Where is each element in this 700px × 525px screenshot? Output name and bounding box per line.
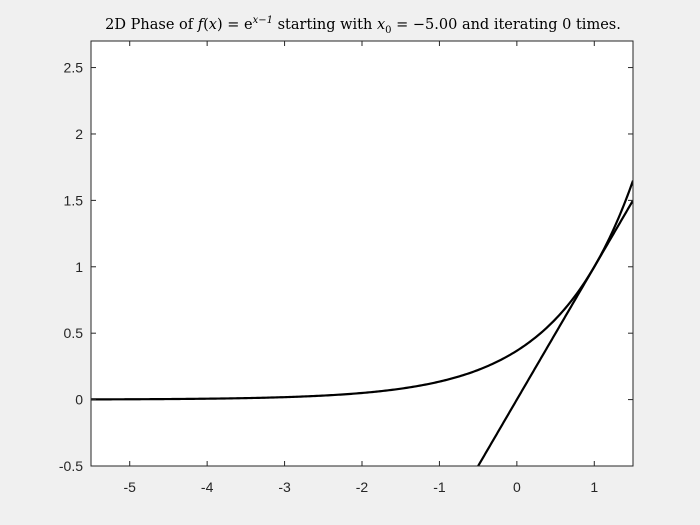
x-tick-label: -2 — [356, 479, 369, 495]
x-tick-label: -4 — [201, 479, 214, 495]
plot-lines — [91, 180, 633, 466]
x-tick-label: 1 — [590, 479, 598, 495]
y-tick-label: 0 — [75, 392, 83, 408]
chart-title: 2D Phase of f(x) = ex−1 starting with x0… — [105, 15, 621, 36]
x-tick-label: -5 — [123, 479, 136, 495]
axes-background — [91, 41, 633, 466]
y-tick-label: 1.5 — [64, 192, 84, 208]
tick-labels: -5 -4 -3 -2 -1 0 1 -0.5 0 0.5 1 1.5 2 2.5 — [59, 60, 599, 495]
x-tick-label: 0 — [513, 479, 521, 495]
y-tick-label: -0.5 — [59, 458, 83, 474]
series-identity-line — [477, 199, 633, 466]
series-curve — [91, 180, 633, 401]
x-tick-label: -3 — [278, 479, 291, 495]
y-tick-label: 2.5 — [64, 60, 84, 76]
axes-box — [90, 40, 634, 467]
y-tick-label: 1 — [75, 259, 83, 275]
x-tick-label: -1 — [433, 479, 446, 495]
y-tick-label: 0.5 — [64, 325, 84, 341]
y-tick-label: 2 — [75, 126, 83, 142]
